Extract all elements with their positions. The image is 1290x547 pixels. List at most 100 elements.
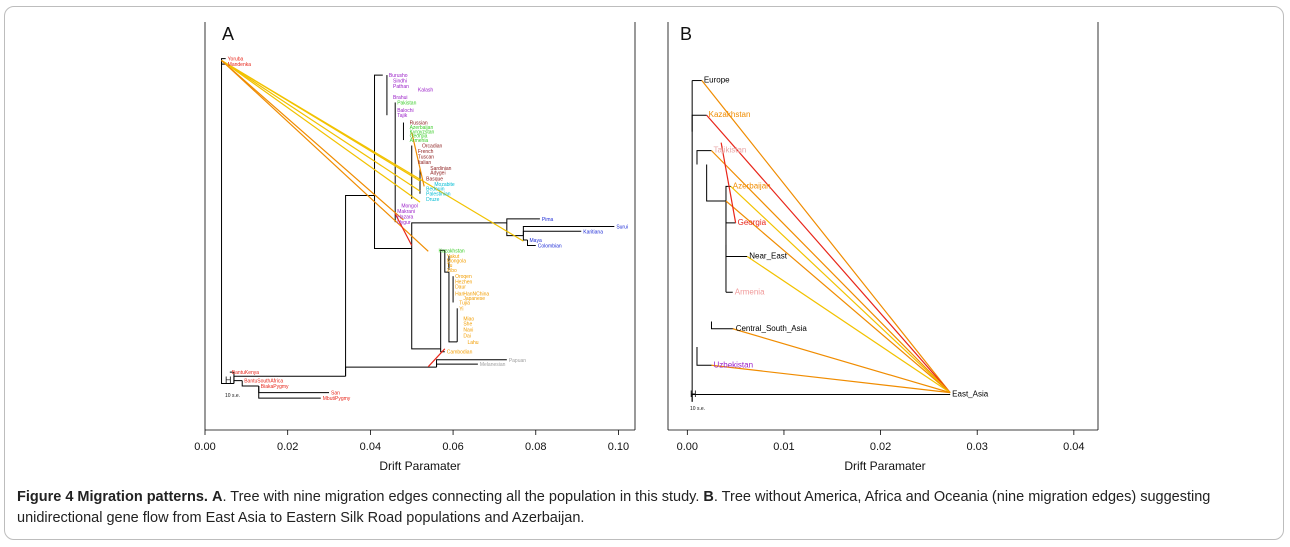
tree-branch bbox=[374, 195, 412, 249]
leaf-label: Tajikistan bbox=[713, 146, 746, 155]
leaf-label: BiakaPygmy bbox=[261, 384, 289, 390]
tree-branch bbox=[506, 222, 524, 237]
x-tick-label: 0.02 bbox=[277, 441, 298, 453]
tree-branch bbox=[221, 60, 226, 65]
panel-b-migration-edges bbox=[701, 80, 951, 394]
x-tick-label: 0.04 bbox=[360, 441, 381, 453]
migration-edge bbox=[706, 114, 951, 394]
panel-b-tree bbox=[691, 80, 951, 402]
panel-a-label: A bbox=[222, 24, 234, 44]
figure-caption: Figure 4 Migration patterns. A. Tree wit… bbox=[17, 487, 1272, 529]
x-tick-label: 0.10 bbox=[608, 441, 629, 453]
leaf-label: San bbox=[331, 391, 340, 397]
tree-branch bbox=[706, 164, 726, 202]
leaf-label: Georgia bbox=[738, 218, 767, 227]
migration-edge bbox=[730, 185, 951, 394]
tree-branch bbox=[229, 371, 235, 384]
migration-edge bbox=[221, 60, 404, 221]
leaf-label: Azerbaijan bbox=[410, 125, 434, 131]
leaf-label: Miao bbox=[463, 317, 474, 323]
tree-branch bbox=[374, 74, 383, 196]
x-tick-label: 0.04 bbox=[1063, 441, 1084, 453]
tree-branch bbox=[258, 386, 321, 399]
x-tick-label: 0.00 bbox=[677, 441, 698, 453]
panel-b-scale-bar: H bbox=[690, 389, 697, 399]
tree-branch bbox=[527, 240, 536, 247]
leaf-label: Burusho bbox=[389, 73, 408, 79]
tree-branch bbox=[221, 60, 234, 384]
panel-b-xlabel: Drift Paramater bbox=[844, 459, 925, 473]
tree-branch bbox=[411, 222, 507, 249]
leaf-label: Pathan bbox=[393, 84, 409, 90]
tree-branch bbox=[411, 248, 441, 350]
migration-edge bbox=[221, 59, 524, 242]
caption-title: Figure 4 Migration patterns. bbox=[17, 489, 208, 505]
leaf-label: Colombian bbox=[538, 244, 562, 250]
migration-edge bbox=[701, 80, 951, 393]
x-tick-label: 0.00 bbox=[194, 441, 215, 453]
leaf-label: East_Asia bbox=[952, 389, 989, 398]
tree-branch bbox=[696, 150, 712, 165]
leaf-label: Adygei bbox=[430, 171, 445, 177]
leaf-label: Basque bbox=[426, 176, 443, 182]
leaf-label: Sindhi bbox=[393, 79, 407, 85]
tree-branch bbox=[440, 348, 445, 353]
leaf-label: Han bbox=[455, 292, 464, 298]
leaf-label: Druze bbox=[426, 197, 440, 203]
panel-a-x-ticks: 0.00 0.02 0.04 0.06 0.08 0.10 bbox=[194, 430, 629, 453]
panel-a: A 0.00 0.02 0.04 0.06 0.08 0.10 Drift Paramat… bbox=[194, 22, 636, 473]
migration-edge bbox=[746, 255, 951, 394]
tree-branch bbox=[710, 321, 734, 330]
leaf-label: Kazakhstan bbox=[439, 248, 465, 254]
tree-branch bbox=[440, 249, 445, 349]
figure-frame bbox=[4, 6, 1284, 540]
tree-branch bbox=[522, 230, 582, 236]
leaf-label: Japanese bbox=[463, 296, 485, 302]
leaf-label: Yi bbox=[459, 306, 463, 312]
leaf-label: Papuan bbox=[509, 358, 526, 364]
migration-edge bbox=[711, 150, 951, 394]
leaf-label: Xibo bbox=[447, 268, 457, 274]
tree-branch bbox=[506, 218, 540, 223]
leaf-label: Kalash bbox=[418, 88, 434, 94]
x-tick-label: 0.06 bbox=[442, 441, 463, 453]
panel-b-scale-label: 10 s.e. bbox=[690, 406, 705, 412]
leaf-label: Orcadian bbox=[422, 144, 443, 150]
panel-b-x-ticks: 0.00 0.01 0.02 0.03 0.04 bbox=[677, 430, 1085, 453]
tree-branch bbox=[522, 235, 528, 241]
migration-edge bbox=[725, 200, 951, 394]
x-tick-label: 0.08 bbox=[525, 441, 546, 453]
leaf-label: Azerbaijan bbox=[733, 181, 771, 190]
tree-branch bbox=[444, 250, 449, 273]
migration-edge bbox=[711, 364, 951, 394]
caption-a-label: A bbox=[211, 489, 223, 505]
leaf-label: Lahu bbox=[467, 340, 478, 346]
panel-b-leaf-labels: Europe Kazakhstan Tajikistan Azerbaijan Geor… bbox=[704, 76, 989, 399]
leaf-label: Oroqen bbox=[455, 274, 472, 280]
leaf-label: Tu bbox=[447, 263, 453, 269]
x-tick-label: 0.02 bbox=[870, 441, 891, 453]
leaf-label: Balochi bbox=[397, 108, 413, 114]
caption-b-text: . Tree without America, Africa and Ocean… bbox=[17, 489, 1211, 526]
leaf-label: Tajik bbox=[397, 113, 408, 119]
leaf-label: Kyrgyzstan bbox=[410, 129, 435, 135]
leaf-label: She bbox=[463, 322, 472, 328]
leaf-label: HanNChina bbox=[463, 292, 489, 298]
leaf-label: BantuKenya bbox=[232, 370, 259, 376]
leaf-label: Italian bbox=[418, 160, 432, 166]
leaf-label: Armenia bbox=[410, 138, 429, 144]
tree-branch bbox=[345, 195, 375, 377]
leaf-label: Palestinian bbox=[426, 192, 451, 198]
leaf-label: Yoruba bbox=[228, 57, 244, 63]
leaf-label: French bbox=[418, 149, 434, 155]
leaf-label: MbutiPygmy bbox=[323, 396, 351, 402]
leaf-label: Pima bbox=[542, 217, 554, 223]
panel-a-scale-label: 10 s.e. bbox=[225, 393, 240, 399]
migration-edge bbox=[411, 132, 425, 187]
leaf-label: Tuscan bbox=[418, 154, 434, 160]
leaf-label: Armenia bbox=[735, 287, 765, 296]
leaf-label: Hezhen bbox=[455, 279, 472, 285]
panel-a-xlabel: Drift Paramater bbox=[379, 459, 460, 473]
